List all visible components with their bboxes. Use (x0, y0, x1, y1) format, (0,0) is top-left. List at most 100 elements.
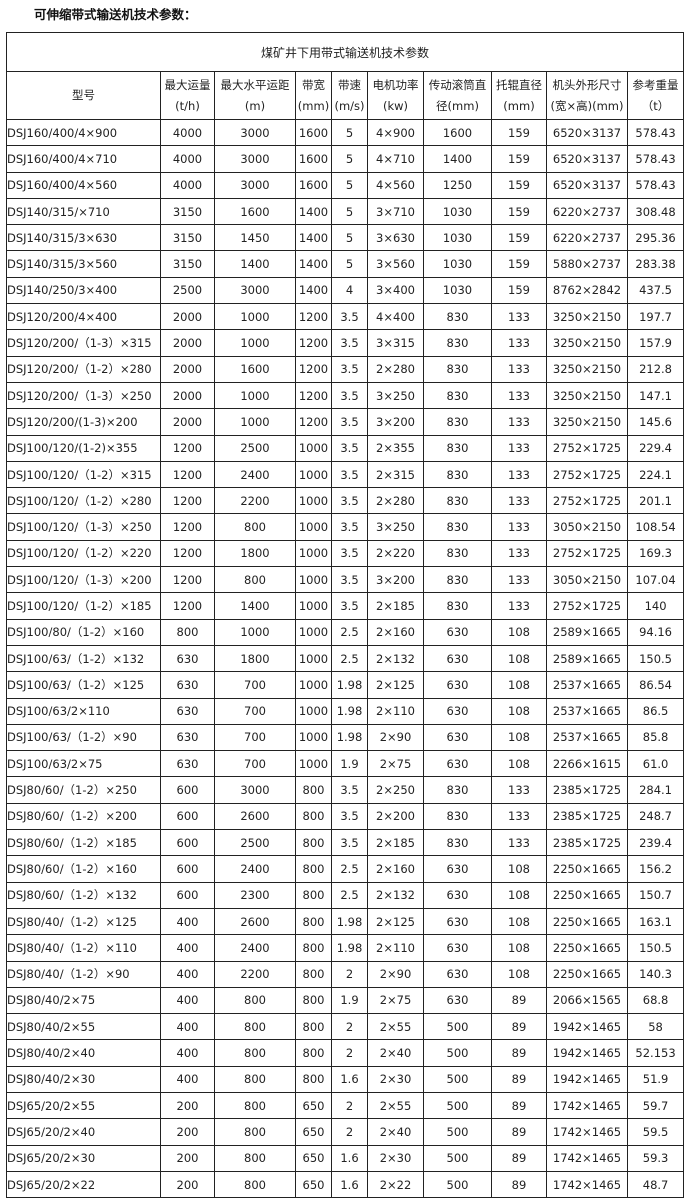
table-cell: 2×220 (367, 539, 424, 568)
table-cell: 830 (423, 829, 492, 857)
table-row: DSJ120/200/（1-2）×280 2000 1600 1200 3.5 2×280… (6, 355, 685, 383)
table-cell: 2×160 (367, 855, 424, 883)
table-cell: 1000 (295, 487, 332, 515)
table-cell: 3150 (160, 197, 215, 226)
table-cell: 140 (626, 592, 685, 620)
table-cell: 830 (423, 592, 492, 620)
table-cell: 89 (491, 1118, 547, 1146)
table-cell: 830 (423, 539, 492, 568)
column-header: 参考重量 （t） (626, 71, 685, 120)
table-title-row: 煤矿井下用带式输送机技术参数 (5, 32, 685, 72)
table-cell: 600 (160, 881, 215, 909)
table-cell: 2×250 (367, 776, 424, 804)
table-cell: 147.1 (626, 381, 685, 410)
table-cell: 630 (423, 986, 492, 1015)
table-row: DSJ80/40/2×55 400 800 800 2 2×55 500 89 1942×146… (6, 1013, 685, 1041)
table-cell: 5 (331, 171, 368, 199)
table-row: DSJ100/120/（1-3）×200 1200 800 1000 3.5 3×200 8… (6, 566, 685, 594)
table-cell: 1200 (160, 487, 215, 515)
table-cell: 2000 (160, 408, 215, 436)
table-cell: 2×30 (367, 1065, 424, 1093)
table-cell: 650 (295, 1091, 332, 1120)
table-cell: 830 (423, 381, 492, 410)
table-cell: 108 (491, 723, 547, 752)
table-cell: 3250×2150 (546, 303, 628, 331)
table-cell: 201.1 (626, 487, 685, 515)
table-cell: 2000 (160, 381, 215, 410)
table-cell: 500 (423, 1065, 492, 1093)
table-cell: 1600 (295, 171, 332, 199)
column-header-label: 带速 (338, 77, 361, 92)
table-cell: 3.5 (331, 513, 368, 541)
table-cell: 3000 (214, 276, 296, 305)
table-cell: 1030 (423, 276, 492, 305)
table-row: DSJ65/20/2×40 200 800 650 2 2×40 500 89 1742×146… (6, 1118, 685, 1146)
table-cell: 2537×1665 (546, 671, 628, 699)
model-cell: DSJ140/250/3×400 (6, 276, 161, 305)
section-heading: 可伸缩带式输送机技术参数： (34, 7, 197, 22)
table-cell: 437.5 (626, 276, 685, 305)
table-cell: 1000 (295, 644, 332, 673)
table-cell: 2×315 (367, 460, 424, 489)
table-row: DSJ80/40/2×75 400 800 800 1.9 2×75 630 89 2066×1… (6, 986, 685, 1015)
table-cell: 2 (331, 1013, 368, 1041)
table-cell: 3.5 (331, 303, 368, 331)
table-row: DSJ65/20/2×55 200 800 650 2 2×55 500 89 1742×146… (6, 1091, 685, 1120)
model-cell: DSJ80/60/（1-2）×160 (6, 855, 161, 883)
table-cell: 1200 (295, 329, 332, 357)
table-cell: 108 (491, 671, 547, 699)
table-cell: 2.5 (331, 855, 368, 883)
table-cell: 200 (160, 1144, 215, 1172)
model-cell: DSJ80/40/2×55 (6, 1013, 161, 1041)
table-row: DSJ140/250/3×400 2500 3000 1400 4 3×400 1030 15… (6, 276, 685, 305)
table-cell: 108 (491, 644, 547, 673)
column-header: 托辊直径 (mm) (491, 71, 547, 120)
table-row: DSJ100/63/（1-2）×125 630 700 1000 1.98 2×125 63… (6, 671, 685, 699)
table-cell: 500 (423, 1013, 492, 1041)
table-cell: 600 (160, 802, 215, 831)
table-cell: 1200 (295, 408, 332, 436)
model-cell: DSJ100/63/2×75 (6, 750, 161, 778)
table-cell: 3.5 (331, 355, 368, 383)
table-cell: 1200 (160, 592, 215, 620)
model-cell: DSJ120/200/（1-2）×280 (6, 355, 161, 383)
table-cell: 159 (491, 145, 547, 173)
table-cell: 800 (214, 1144, 296, 1172)
model-cell: DSJ80/60/（1-2）×132 (6, 881, 161, 909)
table-cell: 108.54 (626, 513, 685, 541)
table-cell: 1.6 (331, 1144, 368, 1172)
model-cell: DSJ100/120/（1-2）×185 (6, 592, 161, 620)
table-cell: 2250×1665 (546, 855, 628, 883)
model-cell: DSJ80/40/2×40 (6, 1039, 161, 1067)
table-cell: 1030 (423, 224, 492, 252)
table-cell: 630 (423, 960, 492, 988)
table-cell: 159 (491, 224, 547, 252)
table-row: DSJ80/40/（1-2）×90 400 2200 800 2 2×90 630 108 22… (6, 960, 685, 988)
column-header-label: 传动滚筒直 (428, 77, 487, 92)
model-cell: DSJ100/80/（1-2）×160 (6, 618, 161, 646)
table-cell: 1000 (295, 618, 332, 646)
table-cell: 283.38 (626, 250, 685, 278)
table-cell: 2×355 (367, 434, 424, 462)
table-cell: 224.1 (626, 460, 685, 489)
table-cell: 2×55 (367, 1013, 424, 1041)
table-cell: 2200 (214, 960, 296, 988)
table-cell: 6520×3137 (546, 145, 628, 173)
table-cell: 5 (331, 197, 368, 226)
table-cell: 3.5 (331, 434, 368, 462)
table-cell: 133 (491, 303, 547, 331)
table-cell: 3050×2150 (546, 566, 628, 594)
table-row: DSJ100/63/（1-2）×90 630 700 1000 1.98 2×90 630 1… (6, 723, 685, 752)
table-cell: 1200 (160, 434, 215, 462)
column-header-label: 最大水平运距 (220, 77, 290, 92)
table-cell: 4×710 (367, 145, 424, 173)
table-cell: 1400 (214, 592, 296, 620)
table-cell: 239.4 (626, 829, 685, 857)
table-cell: 1600 (423, 118, 492, 147)
table-cell: 51.9 (626, 1065, 685, 1093)
table-cell: 3150 (160, 250, 215, 278)
table-cell: 3000 (214, 118, 296, 147)
table-cell: 800 (214, 986, 296, 1015)
table-cell: 1800 (214, 644, 296, 673)
table-cell: 2×90 (367, 960, 424, 988)
